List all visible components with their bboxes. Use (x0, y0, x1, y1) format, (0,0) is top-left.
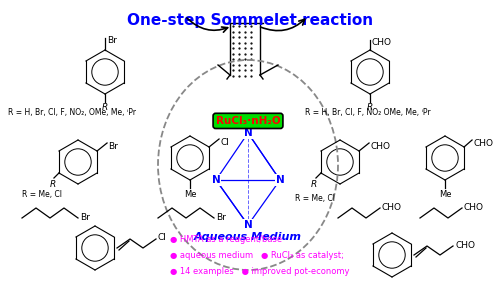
Text: Me: Me (439, 190, 451, 199)
Text: N: N (212, 175, 220, 185)
Text: Br: Br (108, 142, 118, 151)
Text: One-step Sommelet reaction: One-step Sommelet reaction (127, 13, 373, 28)
Text: CHO: CHO (370, 142, 390, 151)
Text: Br: Br (216, 214, 226, 222)
Text: Cl: Cl (158, 234, 167, 243)
Text: R = H, Br, Cl, F, NO₂, OMe, Me, ⁱPr: R = H, Br, Cl, F, NO₂, OMe, Me, ⁱPr (8, 108, 136, 117)
Text: N: N (244, 220, 252, 230)
Text: ● aqueous medium   ● RuCl₃ as catalyst;: ● aqueous medium ● RuCl₃ as catalyst; (170, 251, 344, 261)
Text: Me: Me (184, 190, 196, 199)
Text: RuCl₃·nH₂O: RuCl₃·nH₂O (216, 116, 280, 126)
Text: Br: Br (107, 36, 117, 45)
Text: R = Me, Cl: R = Me, Cl (22, 191, 62, 199)
Text: Aqueous Medium: Aqueous Medium (194, 232, 302, 242)
Text: ● 14 examples   ● improved pot-economy: ● 14 examples ● improved pot-economy (170, 267, 350, 276)
Text: CHO: CHO (372, 38, 392, 47)
Text: CHO: CHO (464, 203, 484, 212)
Text: R = H, Br, Cl, F, NO₂ OMe, Me, ⁱPr: R = H, Br, Cl, F, NO₂ OMe, Me, ⁱPr (305, 108, 430, 117)
Text: R = Me, Cl: R = Me, Cl (295, 193, 335, 203)
Text: CHO: CHO (473, 139, 493, 148)
Text: R: R (50, 180, 56, 189)
Text: N: N (276, 175, 284, 185)
Text: R: R (311, 180, 317, 189)
Text: CHO: CHO (382, 203, 402, 212)
Text: Cl: Cl (220, 138, 229, 147)
Text: R: R (367, 103, 373, 112)
Text: Br: Br (80, 214, 90, 222)
Text: R: R (102, 103, 108, 112)
Text: ● HMTA as a reagent/base: ● HMTA as a reagent/base (170, 236, 282, 245)
Text: N: N (244, 128, 252, 138)
Text: CHO: CHO (455, 241, 475, 249)
